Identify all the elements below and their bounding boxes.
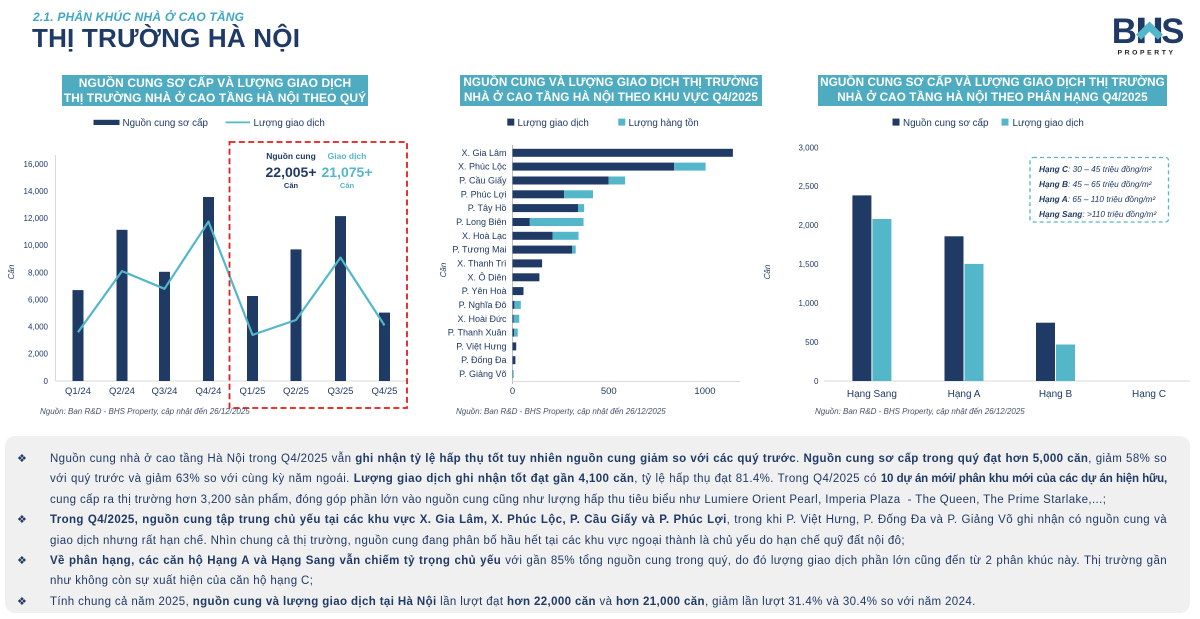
svg-text:0: 0 [44, 377, 49, 386]
svg-text:Căn: Căn [7, 264, 16, 279]
svg-text:Căn: Căn [340, 181, 355, 190]
svg-text:X. Gia Lâm: X. Gia Lâm [461, 148, 506, 158]
svg-text:P. Yên Hoà: P. Yên Hoà [462, 286, 507, 296]
svg-text:Hạng B: 45 – 65 triệu đồng/m²: Hạng B: 45 – 65 triệu đồng/m² [1039, 179, 1152, 189]
svg-text:B: B [1112, 12, 1137, 51]
svg-text:Q4/24: Q4/24 [196, 386, 222, 397]
svg-text:16,000: 16,000 [24, 160, 49, 169]
svg-text:Căn: Căn [439, 262, 448, 277]
svg-text:2,000: 2,000 [28, 350, 49, 359]
svg-text:2,000: 2,000 [798, 221, 819, 230]
svg-text:Hạng B: Hạng B [1039, 389, 1073, 400]
svg-text:8,000: 8,000 [28, 268, 49, 277]
svg-text:1,500: 1,500 [798, 260, 819, 269]
svg-text:PROPERTY: PROPERTY [1117, 49, 1175, 56]
svg-text:Nguồn: Ban R&D - BHS Property,: Nguồn: Ban R&D - BHS Property, cập nhật … [456, 407, 666, 416]
svg-text:Hạng Sang: Hạng Sang [847, 389, 897, 400]
svg-text:P. Việt Hưng: P. Việt Hưng [456, 341, 506, 351]
svg-text:4,000: 4,000 [28, 323, 49, 332]
svg-text:Lượng hàng tồn: Lượng hàng tồn [629, 118, 699, 129]
svg-text:Căn: Căn [763, 264, 772, 279]
svg-text:X. Thanh Trì: X. Thanh Trì [457, 258, 506, 268]
svg-text:Lượng giao dịch: Lượng giao dịch [1013, 118, 1084, 129]
svg-text:500: 500 [601, 386, 617, 397]
svg-text:Hạng C: 30 – 45 triệu đồng/m²: Hạng C: 30 – 45 triệu đồng/m² [1039, 164, 1152, 174]
svg-text:Giao dịch: Giao dịch [328, 151, 367, 161]
svg-text:Nguồn: Ban R&D - BHS Property,: Nguồn: Ban R&D - BHS Property, cập nhật … [815, 407, 1025, 416]
svg-text:P. Thanh Xuân: P. Thanh Xuân [448, 328, 507, 338]
svg-text:Nguồn cung: Nguồn cung [266, 151, 316, 161]
svg-text:P. Tây Hồ: P. Tây Hồ [468, 203, 507, 213]
svg-text:X. Ô Diên: X. Ô Diên [467, 272, 506, 282]
svg-text:P. Đống Đa: P. Đống Đa [461, 355, 506, 365]
svg-text:S: S [1161, 12, 1184, 51]
svg-text:2,500: 2,500 [798, 182, 819, 191]
svg-text:21,075+: 21,075+ [322, 164, 373, 180]
svg-text:Q4/25: Q4/25 [372, 386, 398, 397]
svg-text:Lượng giao dịch: Lượng giao dịch [254, 118, 325, 129]
svg-text:0: 0 [814, 377, 819, 386]
svg-text:6,000: 6,000 [28, 295, 49, 304]
svg-text:1000: 1000 [694, 386, 715, 397]
svg-text:P. Giảng Võ: P. Giảng Võ [459, 369, 506, 379]
svg-text:Hạng C: Hạng C [1132, 389, 1166, 400]
svg-text:X. Hoà Lạc: X. Hoà Lạc [462, 231, 507, 241]
svg-text:Lượng giao dịch: Lượng giao dịch [518, 118, 589, 129]
svg-text:Nguồn cung sơ cấp: Nguồn cung sơ cấp [123, 118, 209, 129]
svg-text:22,005+: 22,005+ [266, 164, 317, 180]
svg-text:Nguồn cung sơ cấp: Nguồn cung sơ cấp [903, 118, 989, 129]
svg-text:P. Nghĩa Đô: P. Nghĩa Đô [459, 300, 507, 310]
svg-text:Q2/24: Q2/24 [109, 386, 135, 397]
svg-text:X. Hoài Đức: X. Hoài Đức [457, 314, 507, 324]
svg-text:Hạng A: Hạng A [948, 389, 981, 400]
svg-text:Q1/25: Q1/25 [240, 386, 266, 397]
svg-text:Q3/25: Q3/25 [328, 386, 354, 397]
svg-text:P. Cầu Giấy: P. Cầu Giấy [459, 176, 507, 186]
svg-text:Q3/24: Q3/24 [152, 386, 178, 397]
svg-text:0: 0 [510, 386, 515, 397]
svg-text:P. Long Biên: P. Long Biên [456, 217, 506, 227]
svg-text:Nguồn: Ban R&D - BHS Property,: Nguồn: Ban R&D - BHS Property, cập nhật … [40, 407, 250, 416]
svg-text:Hạng Sang: >110 triệu đồng/m²: Hạng Sang: >110 triệu đồng/m² [1039, 209, 1156, 219]
svg-text:P. Phúc Lợi: P. Phúc Lợi [461, 189, 507, 199]
svg-text:Căn: Căn [284, 181, 299, 190]
svg-text:Hạng A: 65 – 110 triệu đồng/m: Hạng A: 65 – 110 triệu đồng/m² [1039, 194, 1155, 204]
svg-text:1,000: 1,000 [798, 299, 819, 308]
svg-text:10,000: 10,000 [24, 241, 49, 250]
svg-text:500: 500 [805, 338, 819, 347]
svg-text:12,000: 12,000 [24, 214, 49, 223]
svg-text:Q2/25: Q2/25 [283, 386, 309, 397]
svg-text:3,000: 3,000 [798, 143, 819, 152]
svg-text:P. Tương Mai: P. Tương Mai [452, 245, 506, 255]
svg-text:Q1/24: Q1/24 [65, 386, 91, 397]
svg-text:14,000: 14,000 [24, 187, 49, 196]
svg-text:X. Phúc Lộc: X. Phúc Lộc [458, 162, 507, 172]
